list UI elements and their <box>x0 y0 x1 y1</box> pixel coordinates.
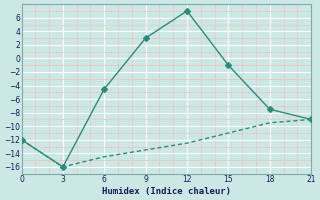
X-axis label: Humidex (Indice chaleur): Humidex (Indice chaleur) <box>102 187 231 196</box>
